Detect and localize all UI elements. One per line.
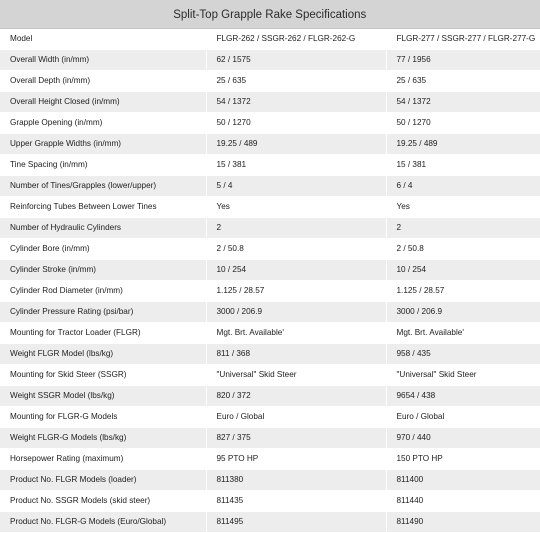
table-row: Cylinder Rod Diameter (in/mm) 1.125 / 28.…	[0, 280, 540, 302]
table-row: Mounting for FLGR-G Models Euro / Global E…	[0, 406, 540, 428]
spec-label-cell: Mounting for Skid Steer (SSGR)	[0, 364, 207, 386]
spec-value-262-cell: 827 / 375	[206, 427, 387, 449]
table-row: Reinforcing Tubes Between Lower Tines Yes…	[0, 196, 540, 218]
spec-value-277-cell: 9654 / 438	[386, 385, 540, 407]
spec-value-277-cell: 50 / 1270	[386, 112, 540, 134]
spec-value-262-cell: 820 / 372	[206, 385, 387, 407]
spec-value-262-cell: 3000 / 206.9	[206, 301, 387, 323]
spec-value-277-cell: 3000 / 206.9	[386, 301, 540, 323]
spec-label-cell: Number of Tines/Grapples (lower/upper)	[0, 175, 207, 197]
spec-label-cell: Cylinder Rod Diameter (in/mm)	[0, 280, 207, 302]
spec-value-277-cell: 970 / 440	[386, 427, 540, 449]
spec-label-cell: Cylinder Pressure Rating (psi/bar)	[0, 301, 207, 323]
spec-label-cell: Number of Hydraulic Cylinders	[0, 217, 207, 239]
table-row: Weight FLGR Model (lbs/kg) 811 / 368 958 /…	[0, 343, 540, 365]
table-row: Product No. SSGR Models (skid steer) 8114…	[0, 490, 540, 512]
spec-value-262-cell: Euro / Global	[206, 406, 387, 428]
spec-value-277-cell: 2 / 50.8	[386, 238, 540, 260]
spec-value-277-cell: 811490	[386, 511, 540, 533]
spec-value-277-cell: 811440	[386, 490, 540, 512]
table-row: Number of Hydraulic Cylinders 2 2	[0, 217, 540, 239]
spec-label-cell: Reinforcing Tubes Between Lower Tines	[0, 196, 207, 218]
table-title: Split-Top Grapple Rake Specifications	[0, 0, 540, 29]
spec-label-cell: Overall Height Closed (in/mm)	[0, 91, 207, 113]
header-cell-model-277: FLGR-277 / SSGR-277 / FLGR-277-G	[386, 28, 540, 50]
table-body: Model FLGR-262 / SSGR-262 / FLGR-262-G F…	[0, 28, 540, 533]
spec-value-262-cell: 2 / 50.8	[206, 238, 387, 260]
spec-label-cell: Overall Depth (in/mm)	[0, 70, 207, 92]
spec-label-cell: Weight SSGR Model (lbs/kg)	[0, 385, 207, 407]
header-cell-model: Model	[0, 28, 207, 50]
spec-label-cell: Horsepower Rating (maximum)	[0, 448, 207, 470]
spec-label-cell: Product No. FLGR-G Models (Euro/Global)	[0, 511, 207, 533]
spec-value-262-cell: 95 PTO HP	[206, 448, 387, 470]
spec-value-262-cell: 19.25 / 489	[206, 133, 387, 155]
spec-value-262-cell: 50 / 1270	[206, 112, 387, 134]
spec-value-277-cell: 1.125 / 28.57	[386, 280, 540, 302]
spec-value-262-cell: 1.125 / 28.57	[206, 280, 387, 302]
spec-value-277-cell: 6 / 4	[386, 175, 540, 197]
spec-label-cell: Mounting for Tractor Loader (FLGR)	[0, 322, 207, 344]
table-row: Product No. FLGR-G Models (Euro/Global) 8…	[0, 511, 540, 533]
table-row: Number of Tines/Grapples (lower/upper) 5 …	[0, 175, 540, 197]
spec-label-cell: Cylinder Stroke (in/mm)	[0, 259, 207, 281]
spec-value-262-cell: 811380	[206, 469, 387, 491]
table-row: Weight FLGR-G Models (lbs/kg) 827 / 375 97…	[0, 427, 540, 449]
spec-value-262-cell: 54 / 1372	[206, 91, 387, 113]
spec-value-277-cell: 25 / 635	[386, 70, 540, 92]
spec-label-cell: Weight FLGR-G Models (lbs/kg)	[0, 427, 207, 449]
spec-label-cell: Cylinder Bore (in/mm)	[0, 238, 207, 260]
table-row: Mounting for Skid Steer (SSGR) "Universal…	[0, 364, 540, 386]
table-row: Upper Grapple Widths (in/mm) 19.25 / 489 1…	[0, 133, 540, 155]
spec-value-262-cell: 811495	[206, 511, 387, 533]
table-row: Cylinder Stroke (in/mm) 10 / 254 10 / 254	[0, 259, 540, 281]
spec-label-cell: Grapple Opening (in/mm)	[0, 112, 207, 134]
spec-value-277-cell: 811400	[386, 469, 540, 491]
spec-value-262-cell: 811 / 368	[206, 343, 387, 365]
table-row: Mounting for Tractor Loader (FLGR) Mgt. B…	[0, 322, 540, 344]
spec-value-262-cell: 25 / 635	[206, 70, 387, 92]
table-row: Overall Depth (in/mm) 25 / 635 25 / 635	[0, 70, 540, 92]
table-row: Overall Height Closed (in/mm) 54 / 1372 54…	[0, 91, 540, 113]
spec-value-277-cell: Euro / Global	[386, 406, 540, 428]
table-row: Cylinder Bore (in/mm) 2 / 50.8 2 / 50.8	[0, 238, 540, 260]
spec-value-262-cell: Yes	[206, 196, 387, 218]
spec-label-cell: Weight FLGR Model (lbs/kg)	[0, 343, 207, 365]
spec-label-cell: Product No. SSGR Models (skid steer)	[0, 490, 207, 512]
spec-value-262-cell: 2	[206, 217, 387, 239]
spec-value-277-cell: "Universal" Skid Steer	[386, 364, 540, 386]
spec-label-cell: Mounting for FLGR-G Models	[0, 406, 207, 428]
table-row: Tine Spacing (in/mm) 15 / 381 15 / 381	[0, 154, 540, 176]
spec-value-262-cell: 62 / 1575	[206, 49, 387, 71]
spec-value-277-cell: 10 / 254	[386, 259, 540, 281]
spec-label-cell: Upper Grapple Widths (in/mm)	[0, 133, 207, 155]
header-cell-model-262: FLGR-262 / SSGR-262 / FLGR-262-G	[206, 28, 387, 50]
spec-label-cell: Product No. FLGR Models (loader)	[0, 469, 207, 491]
spec-value-262-cell: 15 / 381	[206, 154, 387, 176]
spec-value-262-cell: Mgt. Brt. Available'	[206, 322, 387, 344]
spec-value-277-cell: Mgt. Brt. Available'	[386, 322, 540, 344]
spec-value-277-cell: Yes	[386, 196, 540, 218]
table-row: Cylinder Pressure Rating (psi/bar) 3000 /…	[0, 301, 540, 323]
spec-label-cell: Overall Width (in/mm)	[0, 49, 207, 71]
spec-value-277-cell: 19.25 / 489	[386, 133, 540, 155]
table-header-row: Model FLGR-262 / SSGR-262 / FLGR-262-G F…	[0, 28, 540, 50]
table-row: Overall Width (in/mm) 62 / 1575 77 / 1956	[0, 49, 540, 71]
spec-value-277-cell: 15 / 381	[386, 154, 540, 176]
spec-label-cell: Tine Spacing (in/mm)	[0, 154, 207, 176]
spec-value-262-cell: "Universal" Skid Steer	[206, 364, 387, 386]
table-row: Product No. FLGR Models (loader) 811380 81…	[0, 469, 540, 491]
spec-value-277-cell: 150 PTO HP	[386, 448, 540, 470]
spec-value-262-cell: 10 / 254	[206, 259, 387, 281]
spec-value-262-cell: 811435	[206, 490, 387, 512]
spec-value-277-cell: 958 / 435	[386, 343, 540, 365]
table-row: Weight SSGR Model (lbs/kg) 820 / 372 9654 …	[0, 385, 540, 407]
table-row: Grapple Opening (in/mm) 50 / 1270 50 / 127…	[0, 112, 540, 134]
spec-value-262-cell: 5 / 4	[206, 175, 387, 197]
spec-value-277-cell: 2	[386, 217, 540, 239]
spec-value-277-cell: 54 / 1372	[386, 91, 540, 113]
table-row: Horsepower Rating (maximum) 95 PTO HP 150 …	[0, 448, 540, 470]
spec-value-277-cell: 77 / 1956	[386, 49, 540, 71]
